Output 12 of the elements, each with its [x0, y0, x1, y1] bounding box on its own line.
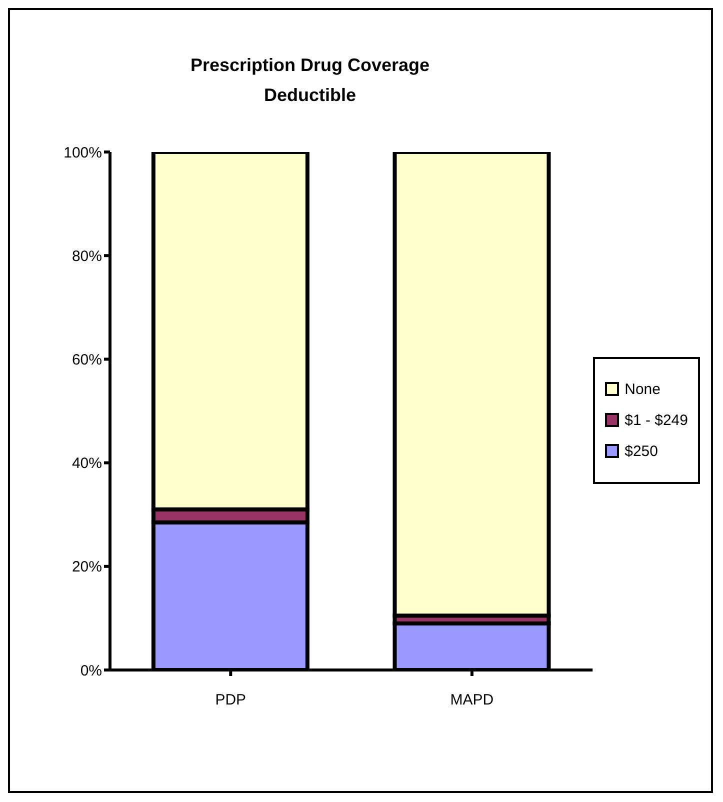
legend-label: $1 - $249: [624, 412, 688, 428]
y-tick-label: 40%: [72, 455, 102, 472]
y-tick-label: 80%: [72, 248, 102, 265]
x-tick-label: MAPD: [450, 692, 494, 709]
y-tick-label: 60%: [72, 352, 102, 369]
chart-title: Prescription Drug Coverage Deductible: [189, 54, 431, 107]
x-tick-label: PDP: [215, 692, 246, 709]
legend-label: $250: [624, 442, 658, 460]
y-tick-label: 0%: [80, 662, 102, 680]
y-tick-label: 20%: [72, 558, 102, 576]
y-tick-label: 100%: [64, 144, 102, 162]
legend-label: None: [624, 380, 660, 398]
